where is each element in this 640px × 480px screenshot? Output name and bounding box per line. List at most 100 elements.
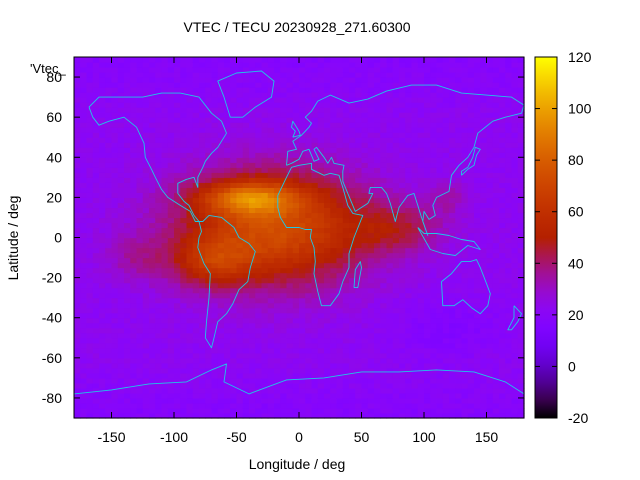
heatmap-cell	[255, 397, 263, 404]
heatmap-cell	[124, 267, 131, 274]
heatmap-cell	[424, 92, 431, 98]
heatmap-cell	[280, 117, 288, 123]
heatmap-cell	[286, 372, 294, 379]
heatmap-cell	[430, 317, 438, 324]
heatmap-cell	[80, 72, 88, 78]
heatmap-cell	[355, 147, 363, 153]
heatmap-cell	[399, 132, 406, 138]
heatmap-cell	[180, 167, 188, 173]
heatmap-cell	[124, 112, 131, 118]
heatmap-cell	[292, 237, 300, 244]
heatmap-cell	[211, 142, 219, 148]
heatmap-cell	[192, 242, 200, 249]
heatmap-cell	[180, 242, 188, 249]
heatmap-cell	[217, 317, 225, 324]
heatmap-cell	[436, 272, 444, 279]
heatmap-cell	[217, 272, 225, 279]
heatmap-cell	[186, 207, 194, 214]
heatmap-cell	[411, 382, 419, 389]
heatmap-cell	[492, 157, 500, 163]
heatmap-cell	[355, 322, 363, 329]
heatmap-cell	[386, 117, 394, 123]
heatmap-cell	[280, 127, 288, 133]
heatmap-cell	[299, 117, 306, 123]
heatmap-cell	[267, 357, 275, 364]
heatmap-cell	[192, 227, 200, 234]
heatmap-cell	[211, 232, 219, 239]
heatmap-cell	[480, 282, 488, 289]
heatmap-cell	[280, 62, 288, 68]
heatmap-cell	[192, 107, 200, 113]
heatmap-cell	[361, 307, 369, 314]
heatmap-cell	[449, 92, 456, 98]
heatmap-cell	[230, 392, 238, 399]
heatmap-cell	[99, 362, 106, 369]
heatmap-cell	[255, 167, 263, 173]
heatmap-cell	[180, 287, 188, 294]
heatmap-cell	[305, 252, 313, 259]
heatmap-cell	[461, 407, 469, 414]
heatmap-cell	[274, 397, 281, 404]
heatmap-cell	[455, 397, 463, 404]
heatmap-cell	[155, 332, 163, 339]
heatmap-cell	[442, 317, 450, 324]
heatmap-cell	[430, 127, 438, 133]
heatmap-cell	[399, 332, 406, 339]
heatmap-cell	[492, 367, 500, 374]
heatmap-cell	[199, 372, 206, 379]
heatmap-cell	[280, 407, 288, 414]
heatmap-cell	[386, 217, 394, 224]
heatmap-cell	[255, 307, 263, 314]
heatmap-cell	[449, 177, 456, 183]
heatmap-cell	[499, 72, 506, 78]
heatmap-cell	[155, 357, 163, 364]
heatmap-cell	[461, 97, 469, 103]
heatmap-cell	[374, 107, 381, 113]
heatmap-cell	[292, 347, 300, 354]
heatmap-cell	[211, 402, 219, 409]
heatmap-cell	[242, 362, 250, 369]
heatmap-cell	[86, 182, 94, 188]
heatmap-cell	[486, 342, 494, 349]
heatmap-cell	[155, 57, 163, 63]
heatmap-cell	[86, 77, 94, 83]
heatmap-cell	[430, 97, 438, 103]
heatmap-cell	[236, 262, 244, 269]
heatmap-cell	[280, 327, 288, 334]
heatmap-cell	[424, 387, 431, 394]
heatmap-cell	[355, 412, 363, 419]
heatmap-cell	[155, 352, 163, 359]
heatmap-cell	[217, 97, 225, 103]
heatmap-cell	[349, 117, 356, 123]
heatmap-cell	[267, 292, 275, 299]
heatmap-cell	[155, 222, 163, 229]
heatmap-cell	[374, 137, 381, 143]
heatmap-cell	[224, 122, 231, 128]
heatmap-cell	[80, 352, 88, 359]
heatmap-cell	[161, 357, 169, 364]
heatmap-cell	[380, 122, 388, 128]
heatmap-cell	[324, 142, 331, 148]
heatmap-cell	[342, 327, 350, 334]
heatmap-cell	[417, 282, 425, 289]
heatmap-cell	[217, 197, 225, 203]
heatmap-cell	[142, 152, 150, 158]
heatmap-cell	[405, 292, 413, 299]
heatmap-cell	[299, 132, 306, 138]
heatmap-cell	[449, 317, 456, 324]
heatmap-cell	[386, 107, 394, 113]
heatmap-cell	[342, 177, 350, 183]
heatmap-cell	[199, 392, 206, 399]
heatmap-cell	[492, 392, 500, 399]
heatmap-cell	[474, 407, 481, 414]
heatmap-cell	[449, 312, 456, 319]
heatmap-cell	[142, 97, 150, 103]
heatmap-cell	[317, 272, 325, 279]
heatmap-cell	[267, 147, 275, 153]
heatmap-cell	[205, 332, 213, 339]
heatmap-cell	[217, 57, 225, 63]
heatmap-cell	[255, 62, 263, 68]
heatmap-cell	[505, 402, 513, 409]
heatmap-cell	[361, 127, 369, 133]
heatmap-cell	[399, 407, 406, 414]
